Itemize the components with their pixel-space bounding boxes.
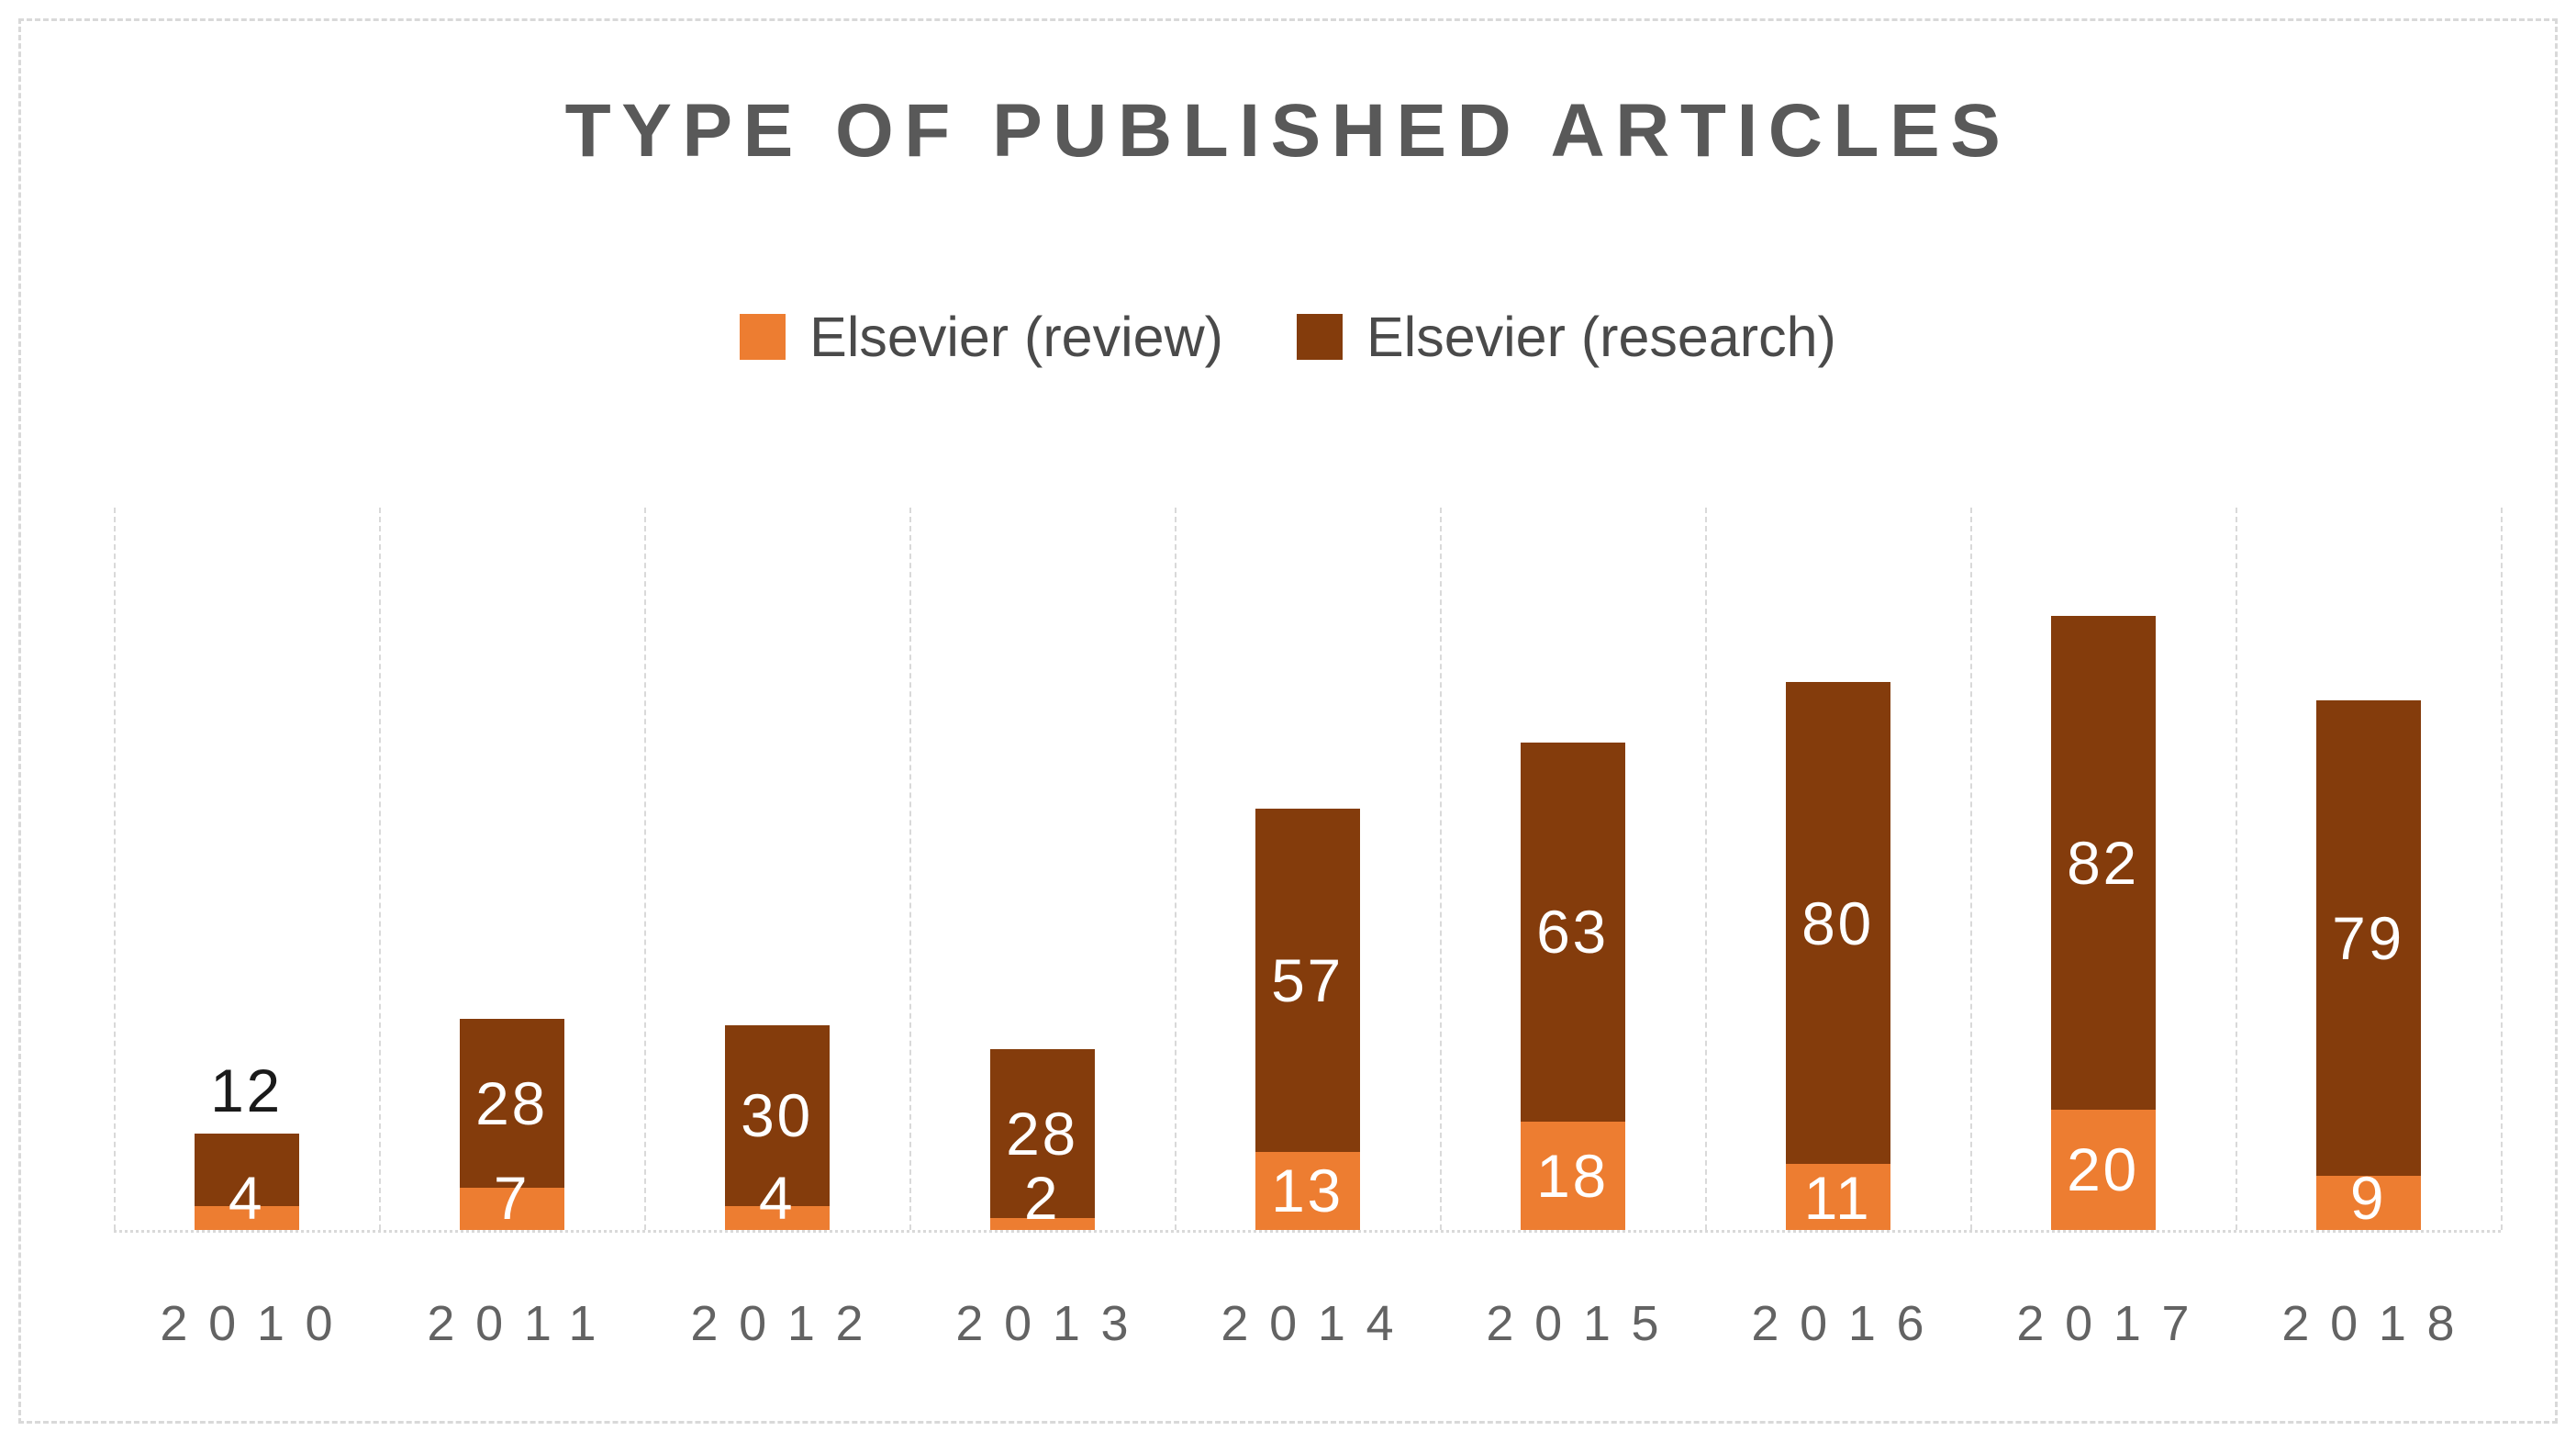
x-axis-label-2010: 2010 bbox=[160, 1296, 354, 1351]
bar-2017: 20 82 bbox=[2050, 616, 2156, 1230]
data-label-2010-review: 4 bbox=[228, 1164, 265, 1232]
legend-swatch-icon bbox=[740, 314, 786, 360]
vertical-gridline bbox=[1705, 508, 1707, 1230]
bar-2016-research-segment bbox=[1785, 682, 1890, 1164]
x-axis-label-2017: 2017 bbox=[2016, 1296, 2211, 1351]
bar-2015-review-segment bbox=[1520, 1121, 1625, 1230]
vertical-gridline bbox=[114, 508, 116, 1230]
bar-2018: 9 79 bbox=[2315, 699, 2421, 1232]
data-label-2016-review: 11 bbox=[1803, 1164, 1872, 1232]
data-label-2010-research: 12 bbox=[210, 1056, 283, 1125]
bar-2018-review-segment bbox=[2315, 1175, 2421, 1230]
bar-2010-review-segment bbox=[194, 1205, 299, 1230]
bar-2016: 11 80 bbox=[1785, 682, 1890, 1232]
data-label-2014-review: 13 bbox=[1271, 1157, 1344, 1225]
legend: Elsevier (review) Elsevier (research) bbox=[0, 305, 2576, 369]
x-axis-label-2013: 2013 bbox=[955, 1296, 1150, 1351]
data-label-2011-research: 28 bbox=[475, 1069, 548, 1138]
chart-title: TYPE OF PUBLISHED ARTICLES bbox=[564, 89, 2012, 173]
data-label-2017-review: 20 bbox=[2067, 1135, 2139, 1204]
x-axis-label-2016: 2016 bbox=[1751, 1296, 1946, 1351]
category-cell-2013: 2 28 bbox=[909, 508, 1175, 1230]
legend-label: Elsevier (review) bbox=[809, 306, 1223, 368]
legend-label: Elsevier (research) bbox=[1366, 306, 1836, 368]
bar-2018-research-segment bbox=[2315, 699, 2421, 1176]
bar-2017-review-segment bbox=[2050, 1109, 2156, 1230]
bar-2011: 7 28 bbox=[459, 1019, 564, 1232]
data-label-2015-review: 18 bbox=[1536, 1141, 1609, 1210]
legend-item-research: Elsevier (research) bbox=[1296, 305, 1836, 369]
vertical-gridline bbox=[644, 508, 646, 1230]
bar-2014-review-segment bbox=[1255, 1151, 1360, 1230]
data-label-2011-review: 7 bbox=[493, 1164, 530, 1232]
bar-2013-research-segment bbox=[989, 1049, 1095, 1218]
x-axis-label-2014: 2014 bbox=[1221, 1296, 1415, 1351]
bar-2012-research-segment bbox=[724, 1025, 830, 1206]
legend-item-review: Elsevier (review) bbox=[740, 305, 1223, 369]
vertical-gridline bbox=[2236, 508, 2237, 1230]
data-label-2013-review: 2 bbox=[1023, 1164, 1061, 1232]
vertical-gridline bbox=[1970, 508, 1972, 1230]
bar-2012: 4 30 bbox=[724, 1025, 830, 1232]
data-label-2014-research: 57 bbox=[1271, 945, 1344, 1014]
data-label-2018-review: 9 bbox=[2349, 1164, 2387, 1232]
vertical-gridline bbox=[1175, 508, 1176, 1230]
bar-2015-research-segment bbox=[1520, 742, 1625, 1122]
category-cell-2012: 4 30 bbox=[644, 508, 909, 1230]
bar-2017-research-segment bbox=[2050, 616, 2156, 1110]
bar-2016-review-segment bbox=[1785, 1163, 1890, 1230]
bar-2014-research-segment bbox=[1255, 808, 1360, 1152]
data-label-2012-review: 4 bbox=[758, 1164, 796, 1232]
bar-2012-review-segment bbox=[724, 1205, 830, 1230]
x-axis-label-2012: 2012 bbox=[690, 1296, 885, 1351]
category-cell-2015: 18 63 bbox=[1440, 508, 1705, 1230]
x-axis-label-2015: 2015 bbox=[1486, 1296, 1680, 1351]
data-label-2012-research: 30 bbox=[741, 1081, 813, 1150]
bar-2011-review-segment bbox=[459, 1188, 564, 1230]
bar-2010-research-segment bbox=[194, 1134, 299, 1206]
data-label-2017-research: 82 bbox=[2067, 828, 2139, 897]
data-label-2015-research: 63 bbox=[1536, 898, 1609, 967]
category-cell-2010: 4 12 bbox=[114, 508, 379, 1230]
bar-2014: 13 57 bbox=[1255, 808, 1360, 1230]
category-cell-2018: 9 79 bbox=[2236, 508, 2501, 1230]
legend-swatch-icon bbox=[1296, 314, 1343, 360]
vertical-gridline bbox=[379, 508, 381, 1230]
x-axis-label-2011: 2011 bbox=[427, 1296, 618, 1351]
x-axis-label-2018: 2018 bbox=[2281, 1296, 2476, 1351]
data-label-2018-research: 79 bbox=[2332, 903, 2404, 972]
vertical-gridline bbox=[1440, 508, 1442, 1230]
category-cell-2011: 7 28 bbox=[379, 508, 644, 1230]
data-label-2016-research: 80 bbox=[1801, 889, 1874, 957]
bar-2011-research-segment bbox=[459, 1019, 564, 1189]
bar-2015: 18 63 bbox=[1520, 742, 1625, 1230]
bar-2010: 4 12 bbox=[194, 1060, 299, 1232]
x-axis: 2010 2011 2012 2013 2014 2015 2016 2017 2018 bbox=[114, 1296, 2501, 1360]
category-cell-2016: 11 80 bbox=[1705, 508, 1970, 1230]
vertical-gridline bbox=[909, 508, 911, 1230]
vertical-gridline bbox=[2501, 508, 2503, 1230]
chart-outer-border bbox=[18, 18, 2558, 1424]
category-cell-2017: 20 82 bbox=[1970, 508, 2236, 1230]
bar-2013-review-segment bbox=[989, 1217, 1095, 1230]
category-cell-2014: 13 57 bbox=[1175, 508, 1440, 1230]
bar-2013: 2 28 bbox=[989, 1049, 1095, 1232]
data-label-2013-research: 28 bbox=[1006, 1100, 1078, 1168]
plot-area: 4 12 7 28 4 30 2 28 13 57 18 63 11 80 20 82 9 79 bbox=[114, 508, 2503, 1233]
